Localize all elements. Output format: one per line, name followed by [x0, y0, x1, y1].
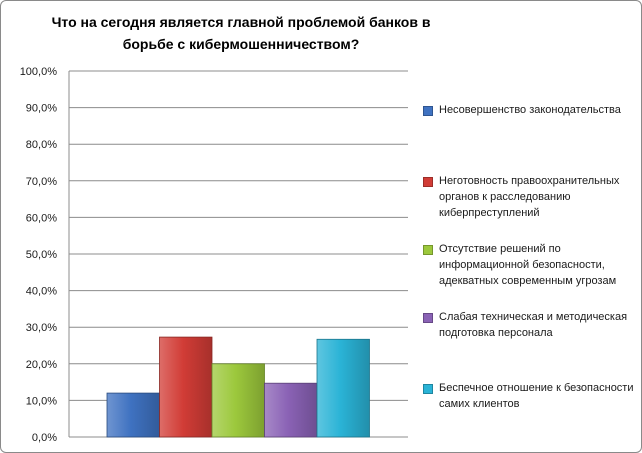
legend-label: Несовершенство законодательства [439, 104, 621, 116]
bar [264, 382, 318, 438]
legend-swatch [423, 106, 433, 116]
y-tick-label: 50,0% [26, 249, 57, 261]
y-tick-label: 0,0% [32, 432, 57, 444]
bar [106, 392, 160, 438]
legend-item: Неготовность правоохранительных органов … [423, 173, 637, 221]
bar [211, 363, 265, 438]
legend-swatch [423, 313, 433, 323]
legend-label: Отсутствие решений по информационной без… [439, 243, 617, 287]
bar [316, 338, 370, 438]
legend-swatch [423, 384, 433, 394]
chart-title: Что на сегодня является главной проблемо… [51, 14, 431, 52]
legend-swatch [423, 177, 433, 187]
legend-label: Беспечное отношение к безопасности самих… [439, 382, 634, 410]
legend-item: Отсутствие решений по информационной без… [423, 241, 637, 289]
y-tick-label: 30,0% [26, 322, 57, 334]
y-tick-label: 90,0% [26, 103, 57, 115]
y-tick-label: 40,0% [26, 286, 57, 298]
y-tick-label: 10,0% [26, 395, 57, 407]
legend-label: Неготовность правоохранительных органов … [439, 175, 620, 219]
y-tick-label: 100,0% [20, 66, 58, 78]
legend-swatch [423, 245, 433, 255]
y-tick-label: 80,0% [26, 139, 57, 151]
y-tick-label: 60,0% [26, 212, 57, 224]
legend-item: Слабая техническая и методическая подгот… [423, 309, 637, 341]
legend-item: Несовершенство законодательства [423, 102, 637, 118]
y-tick-label: 20,0% [26, 359, 57, 371]
y-tick-label: 70,0% [26, 176, 57, 188]
bar [159, 336, 213, 438]
legend-label: Слабая техническая и методическая подгот… [439, 311, 628, 339]
legend-item: Беспечное отношение к безопасности самих… [423, 380, 637, 412]
